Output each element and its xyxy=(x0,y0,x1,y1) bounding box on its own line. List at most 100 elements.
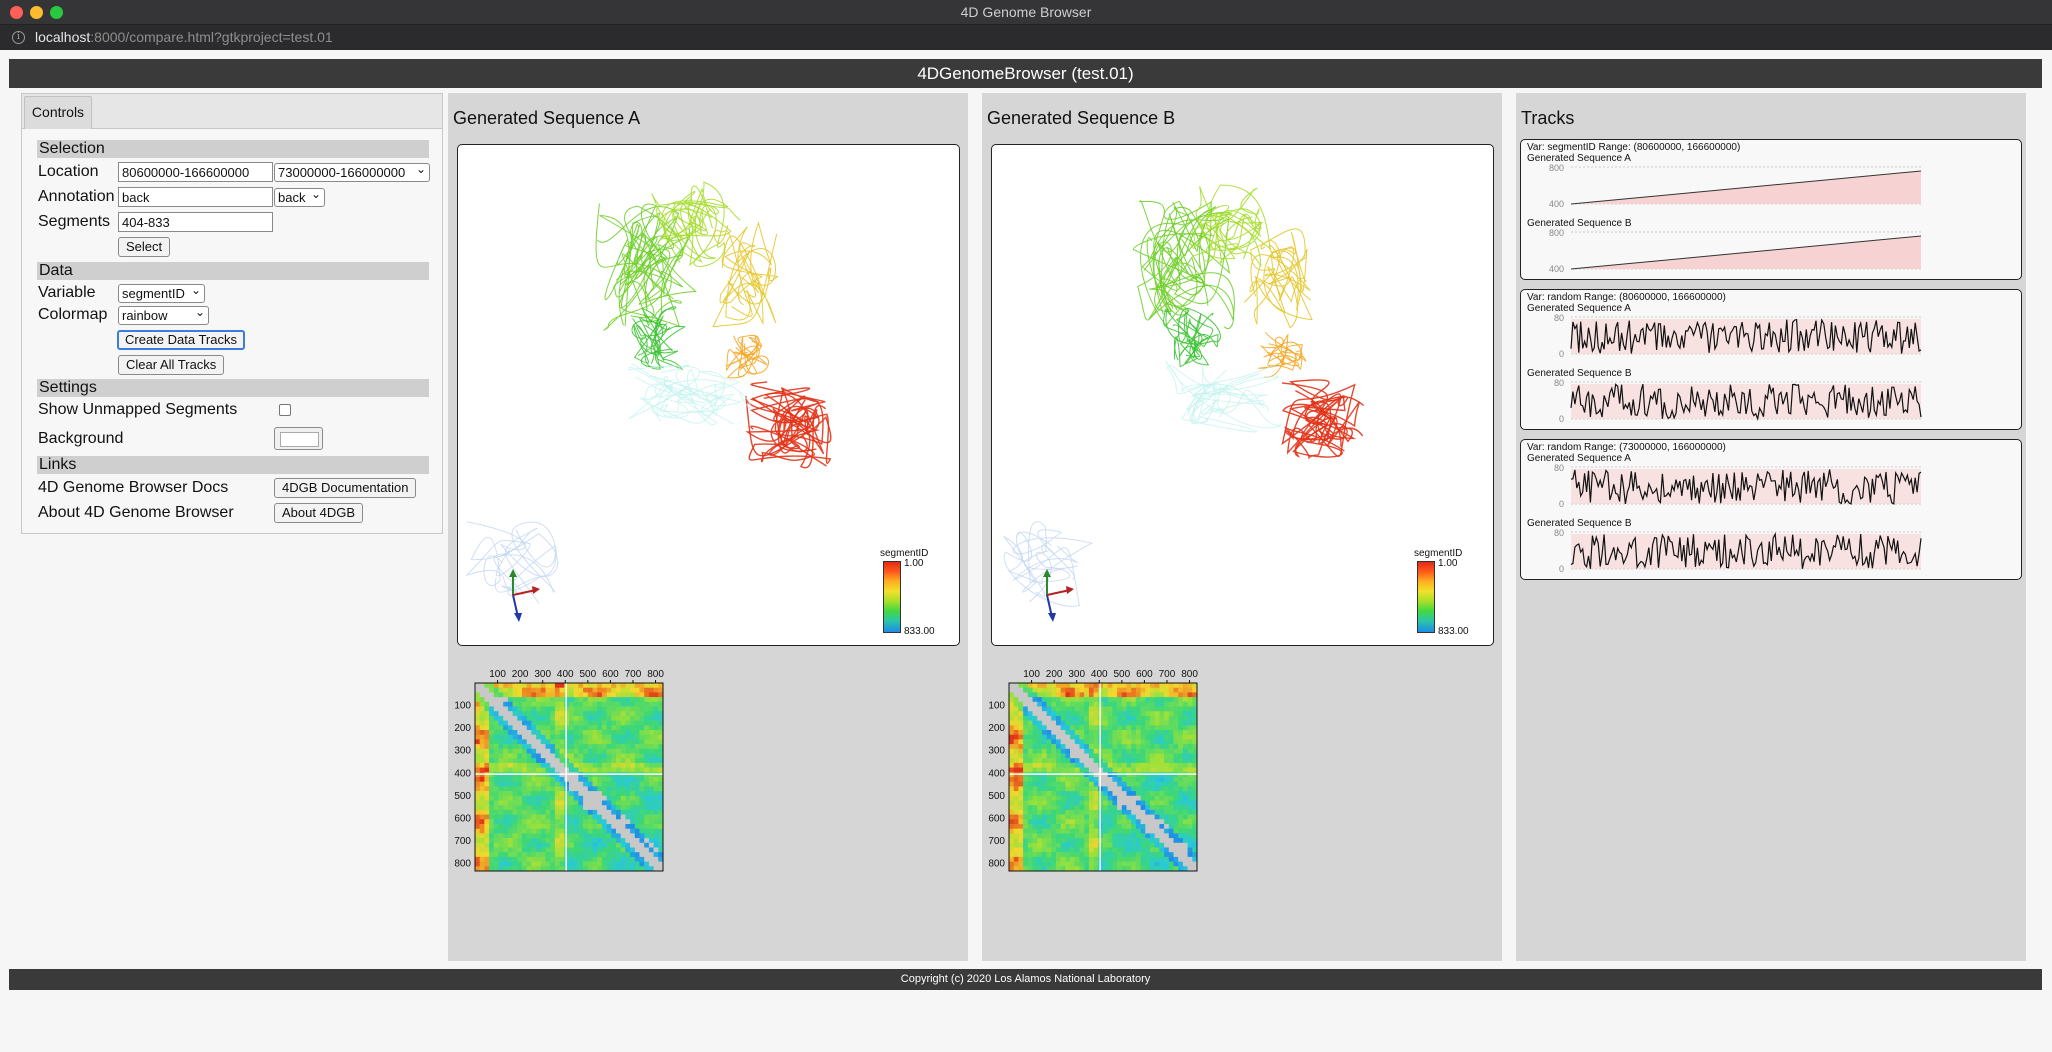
track-tick-label: 400 xyxy=(1549,199,1564,209)
viewer-title: Generated Sequence A xyxy=(453,108,641,128)
x-tick-label: 300 xyxy=(1068,669,1085,680)
contact-map-frame xyxy=(1008,682,1198,872)
minimize-window-button[interactable] xyxy=(30,6,43,19)
y-tick-label: 700 xyxy=(454,836,471,847)
x-tick-label: 300 xyxy=(534,669,551,680)
location-select[interactable]: 73000000-166000000 xyxy=(274,163,430,182)
y-tick-label: 400 xyxy=(988,768,1005,779)
variable-select[interactable]: segmentID xyxy=(118,284,205,303)
info-icon[interactable]: i xyxy=(12,31,25,44)
viewer-sequence-a: Generated Sequence A segmentID 1.00 833.… xyxy=(448,93,968,961)
structure-strand xyxy=(750,381,826,456)
segments-input[interactable] xyxy=(118,212,273,232)
url-text[interactable]: localhost:8000/compare.html?gtkproject=t… xyxy=(35,29,333,45)
structure-strand xyxy=(619,248,682,327)
show-unmapped-checkbox[interactable] xyxy=(279,404,291,416)
structure-strand xyxy=(1165,360,1265,424)
structure-strand xyxy=(466,540,541,593)
structure-strand xyxy=(1243,228,1311,303)
structure-strand xyxy=(1189,204,1254,250)
structure-strand xyxy=(639,306,677,370)
track-tick-label: 80 xyxy=(1554,463,1564,473)
y-tick-label: 500 xyxy=(988,791,1005,802)
x-tick-label: 700 xyxy=(625,669,642,680)
contact-map[interactable]: 100 100 200 200 300 300 400 400 500 500 600 600 700 7… xyxy=(448,656,728,931)
viewer-sequence-b: Generated Sequence B segmentID 1.00 833.… xyxy=(982,93,1502,961)
structure-strand xyxy=(1174,313,1202,368)
location-input[interactable] xyxy=(118,162,273,182)
track-plot: 800 400 800 400 xyxy=(1549,163,1922,274)
y-tick-label: 800 xyxy=(988,859,1005,870)
structure-strand xyxy=(660,364,718,425)
structure-strand xyxy=(1012,529,1093,593)
track-random-2: Var: random Range: (73000000, 166000000)… xyxy=(1520,439,2022,580)
about-button[interactable]: About 4DGB xyxy=(274,503,363,523)
close-window-button[interactable] xyxy=(10,6,23,19)
contact-map-frame xyxy=(474,682,664,872)
window-titlebar: 4D Genome Browser xyxy=(0,0,2052,25)
chromosome-structure[interactable] xyxy=(458,145,960,646)
track-seq-a-label: Generated Sequence A xyxy=(1527,303,1631,314)
address-bar[interactable]: i localhost:8000/compare.html?gtkproject… xyxy=(0,25,2052,50)
structure-strand xyxy=(713,224,776,296)
structure-strand xyxy=(726,343,769,379)
structure-strand xyxy=(1284,390,1345,459)
y-tick-label: 100 xyxy=(454,701,471,712)
annotation-input[interactable] xyxy=(118,187,273,207)
structure-strand xyxy=(597,206,690,331)
track-plot: 80 0 80 0 xyxy=(1554,463,1922,574)
structure-3d-view[interactable]: segmentID 1.00 833.00 xyxy=(457,144,960,646)
structure-strand xyxy=(633,315,671,364)
maximize-window-button[interactable] xyxy=(50,6,63,19)
y-tick-label: 400 xyxy=(454,768,471,779)
track-segmentid: Var: segmentID Range: (80600000, 1666000… xyxy=(1520,139,2022,280)
track-seq-b-label: Generated Sequence B xyxy=(1527,368,1632,379)
section-data: Data xyxy=(37,262,429,280)
x-tick-label: 400 xyxy=(1091,669,1108,680)
y-tick-label: 600 xyxy=(988,813,1005,824)
tab-controls[interactable]: Controls xyxy=(24,96,92,129)
legend-min: 833.00 xyxy=(1438,626,1469,637)
structure-3d-view[interactable]: segmentID 1.00 833.00 xyxy=(991,144,1494,646)
background-label: Background xyxy=(38,430,124,447)
track-tick-label: 800 xyxy=(1549,228,1564,238)
y-tick-label: 600 xyxy=(454,813,471,824)
tracks-title: Tracks xyxy=(1521,108,1575,128)
track-random-1: Var: random Range: (80600000, 166600000)… xyxy=(1520,289,2022,430)
track-variable: Var: segmentID Range: (80600000, 1666000… xyxy=(1527,142,1741,153)
copyright-footer: Copyright (c) 2020 Los Alamos National L… xyxy=(9,969,2042,990)
track-series xyxy=(1570,231,1922,270)
track-variable: Var: random Range: (80600000, 166600000) xyxy=(1527,292,1726,303)
colormap-select[interactable]: rainbow xyxy=(118,306,209,325)
structure-strand xyxy=(661,198,729,263)
structure-strand xyxy=(1154,246,1235,322)
y-tick-label: 200 xyxy=(454,723,471,734)
track-series xyxy=(1570,381,1922,422)
contact-map[interactable]: 100 100 200 200 300 300 400 400 500 500 600 600 700 7… xyxy=(982,656,1262,931)
show-unmapped-label: Show Unmapped Segments xyxy=(38,401,238,418)
track-tick-label: 800 xyxy=(1549,163,1564,173)
structure-strand xyxy=(1201,213,1262,260)
select-button[interactable]: Select xyxy=(118,237,171,257)
background-color-picker[interactable] xyxy=(274,427,323,450)
documentation-button[interactable]: 4DGB Documentation xyxy=(274,478,417,498)
create-data-tracks-button[interactable]: Create Data Tracks xyxy=(117,330,245,350)
track-variable: Var: random Range: (73000000, 166000000) xyxy=(1527,442,1726,453)
track-tick-label: 80 xyxy=(1554,378,1564,388)
annotation-select[interactable]: back xyxy=(274,188,325,207)
x-tick-label: 700 xyxy=(1159,669,1176,680)
structure-strand xyxy=(1028,521,1071,603)
structure-strand xyxy=(1149,206,1215,311)
clear-all-tracks-button[interactable]: Clear All Tracks xyxy=(118,355,225,375)
structure-strand xyxy=(1264,331,1297,371)
docs-label: 4D Genome Browser Docs xyxy=(38,479,229,496)
structure-strand xyxy=(466,521,557,597)
structure-strand xyxy=(1288,379,1364,445)
track-tick-label: 0 xyxy=(1559,499,1564,509)
chromosome-structure[interactable] xyxy=(992,145,1494,646)
track-seq-b-label: Generated Sequence B xyxy=(1527,518,1632,529)
structure-strand xyxy=(721,226,779,317)
structure-strand xyxy=(658,190,741,242)
structure-strand xyxy=(1181,362,1280,425)
legend-title: segmentID xyxy=(880,548,929,559)
